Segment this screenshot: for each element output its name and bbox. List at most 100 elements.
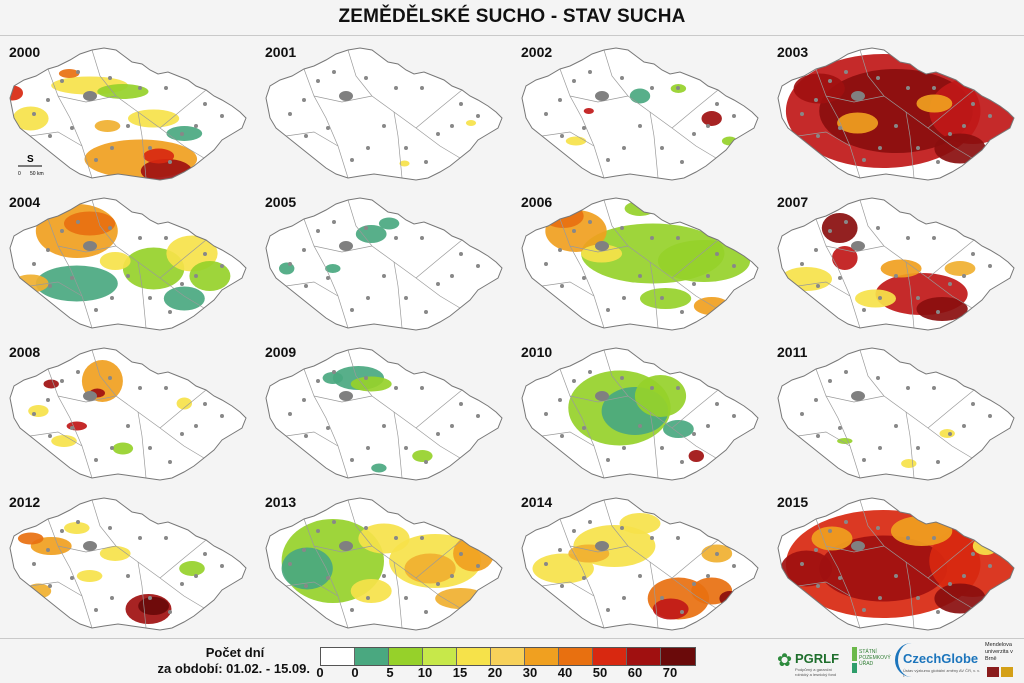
map-year-label: 2011 xyxy=(777,344,808,360)
city-marker xyxy=(424,160,428,164)
drought-area xyxy=(435,588,487,609)
city-marker xyxy=(326,126,330,130)
map-panel-2001: 2001 xyxy=(256,36,512,188)
drought-area xyxy=(166,126,203,141)
city-marker xyxy=(916,296,920,300)
city-marker xyxy=(46,548,50,552)
city-marker xyxy=(148,446,152,450)
city-marker xyxy=(382,574,386,578)
city-marker xyxy=(326,426,330,430)
city-marker xyxy=(164,386,168,390)
city-marker xyxy=(676,236,680,240)
city-marker xyxy=(148,296,152,300)
city-marker xyxy=(932,386,936,390)
drought-area xyxy=(412,450,433,462)
drought-area xyxy=(281,547,333,590)
city-marker xyxy=(932,536,936,540)
map-year-label: 2002 xyxy=(521,44,553,60)
city-marker xyxy=(676,386,680,390)
city-marker xyxy=(459,252,463,256)
partner-logos: ✿ PGRLF Podpůrný a garanční rolnický a l… xyxy=(775,641,1021,681)
drought-area xyxy=(663,420,694,438)
city-marker xyxy=(692,582,696,586)
map-panel-2006: 2006 xyxy=(512,186,768,338)
city-marker xyxy=(894,274,898,278)
capital-marker xyxy=(83,391,97,401)
city-marker xyxy=(148,146,152,150)
drought-area xyxy=(719,591,740,606)
map-title: ZEMĚDĚLSKÉ SUCHO - STAV SUCHA xyxy=(338,6,686,27)
city-marker xyxy=(800,412,804,416)
city-marker xyxy=(366,146,370,150)
drought-area xyxy=(916,297,968,321)
city-marker xyxy=(660,446,664,450)
city-marker xyxy=(814,248,818,252)
city-marker xyxy=(332,70,336,74)
drought-area xyxy=(189,261,231,291)
city-marker xyxy=(476,264,480,268)
city-marker xyxy=(304,434,308,438)
legend-tick: 20 xyxy=(487,665,503,680)
city-marker xyxy=(110,446,114,450)
city-marker xyxy=(108,526,112,530)
city-marker xyxy=(220,264,224,268)
city-marker xyxy=(906,86,910,90)
city-marker xyxy=(450,424,454,428)
city-marker xyxy=(138,86,142,90)
city-marker xyxy=(706,124,710,128)
czech-map-2010 xyxy=(521,347,759,481)
czech-map-2007 xyxy=(777,197,1015,331)
map-grid: 0 50 km S 2000 2001 2002 2003 2004 2005 2006 2007 2… xyxy=(0,36,1024,636)
city-marker xyxy=(828,379,832,383)
drought-area xyxy=(143,148,175,164)
czech-map-2002 xyxy=(521,47,759,181)
city-marker xyxy=(878,596,882,600)
city-marker xyxy=(180,432,184,436)
city-marker xyxy=(544,112,548,116)
city-marker xyxy=(60,379,64,383)
czech-map-2011 xyxy=(777,347,1015,481)
city-marker xyxy=(180,132,184,136)
city-marker xyxy=(800,262,804,266)
city-marker xyxy=(459,552,463,556)
city-marker xyxy=(32,412,36,416)
map-panel-2005: 2005 xyxy=(256,186,512,338)
city-marker xyxy=(194,274,198,278)
city-marker xyxy=(650,236,654,240)
city-marker xyxy=(894,424,898,428)
city-marker xyxy=(732,114,736,118)
city-marker xyxy=(692,132,696,136)
city-marker xyxy=(350,608,354,612)
city-marker xyxy=(436,282,440,286)
city-marker xyxy=(394,236,398,240)
city-marker xyxy=(878,446,882,450)
city-marker xyxy=(732,264,736,268)
legend-swatch xyxy=(491,648,525,665)
drought-area xyxy=(66,421,88,431)
city-marker xyxy=(650,536,654,540)
city-marker xyxy=(706,424,710,428)
drought-area xyxy=(721,136,738,146)
capital-marker xyxy=(851,541,865,551)
drought-area xyxy=(916,94,953,113)
drought-area xyxy=(378,217,400,230)
city-marker xyxy=(971,402,975,406)
city-marker xyxy=(364,376,368,380)
city-marker xyxy=(110,596,114,600)
city-marker xyxy=(126,424,130,428)
city-marker xyxy=(876,226,880,230)
city-marker xyxy=(46,248,50,252)
drought-area xyxy=(837,112,879,134)
capital-marker xyxy=(851,391,865,401)
city-marker xyxy=(906,386,910,390)
city-marker xyxy=(366,296,370,300)
city-marker xyxy=(326,276,330,280)
map-year-label: 2014 xyxy=(521,494,553,510)
city-marker xyxy=(394,386,398,390)
drought-area xyxy=(179,561,205,576)
drought-area xyxy=(94,120,121,132)
city-marker xyxy=(326,576,330,580)
drought-area xyxy=(399,160,410,167)
drought-area xyxy=(855,289,896,308)
city-marker xyxy=(394,86,398,90)
